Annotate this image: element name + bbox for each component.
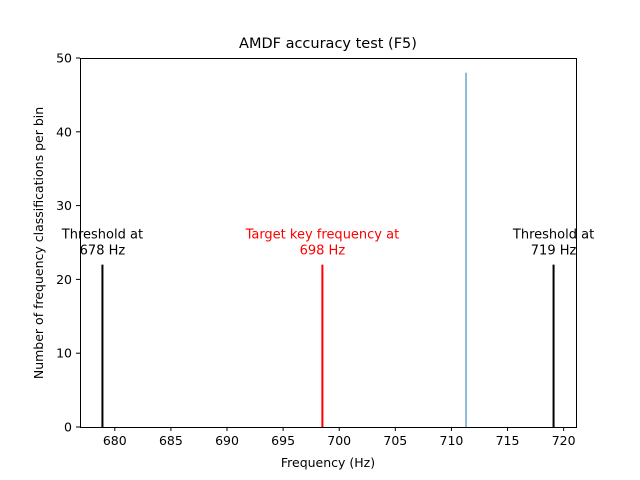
y-tick-label: 30 [56,198,72,213]
x-tick-label: 695 [271,433,295,448]
y-tick-label: 50 [56,51,72,66]
y-axis-label: Number of frequency classifications per … [31,107,46,379]
reference-label-0-line1: Threshold at [61,228,143,243]
reference-label-2-line1: Threshold at [512,228,594,243]
x-axis-label: Frequency (Hz) [281,455,375,470]
reference-label-1-line2: 698 Hz [300,244,346,259]
chart-title: AMDF accuracy test (F5) [239,36,417,52]
y-tick-label: 0 [64,420,72,435]
y-tick-label: 40 [56,124,72,139]
x-axis-ticks: 680 685 690 695 700 705 710 715 720 [103,427,576,448]
x-tick-label: 685 [159,433,183,448]
reference-label-2-line2: 719 Hz [531,244,577,259]
y-tick-label: 20 [56,272,72,287]
x-tick-label: 720 [552,433,576,448]
reference-label-1-line1: Target key frequency at [245,228,400,243]
reference-label-0-line2: 678 Hz [80,244,126,259]
x-tick-label: 680 [103,433,127,448]
y-tick-label: 10 [56,346,72,361]
histogram-bar-0 [465,72,467,427]
x-tick-label: 715 [496,433,520,448]
x-tick-label: 690 [215,433,239,448]
y-axis-ticks: 0 10 20 30 40 50 [56,51,80,435]
plot-frame [80,58,577,428]
x-tick-label: 700 [327,433,351,448]
x-tick-label: 710 [440,433,464,448]
x-tick-label: 705 [383,433,407,448]
